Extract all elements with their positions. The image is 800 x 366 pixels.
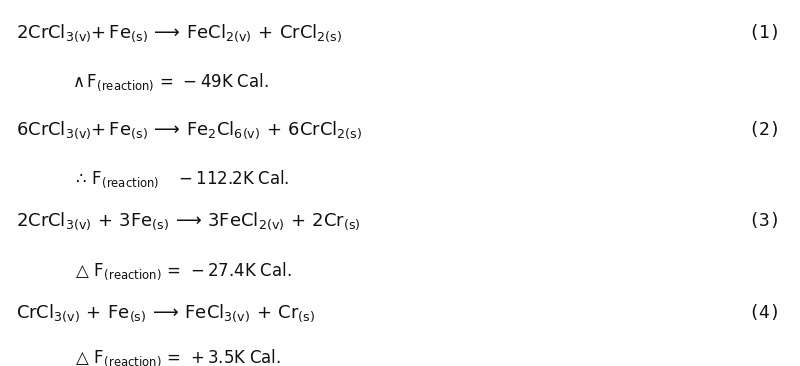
- Text: $\mathrm{\triangle\, F_{(reaction)}\,=\,-27.4K\;Cal.}$: $\mathrm{\triangle\, F_{(reaction)}\,=\,…: [72, 260, 291, 282]
- Text: $\mathrm{\therefore\, F_{(reaction)}\quad -112.2K\;Cal.}$: $\mathrm{\therefore\, F_{(reaction)}\qua…: [72, 168, 290, 190]
- Text: (1): (1): [748, 24, 781, 42]
- Text: $\mathrm{\triangle\, F_{(reaction)}\,=\,+3.5K\;Cal.}$: $\mathrm{\triangle\, F_{(reaction)}\,=\,…: [72, 348, 281, 366]
- Text: $\mathrm{2CrCl_{3(v)}\,+\,3Fe_{(s)}\,\longrightarrow\,3FeCl_{2(v)}\,+\,2Cr_{(s)}: $\mathrm{2CrCl_{3(v)}\,+\,3Fe_{(s)}\,\lo…: [16, 210, 361, 232]
- Text: (2): (2): [748, 121, 781, 139]
- Text: $\mathrm{6CrCl_{3(v)}{+}\,Fe_{(s)}\,\longrightarrow\,Fe_2Cl_{6(v)}\,+\,6CrCl_{2(: $\mathrm{6CrCl_{3(v)}{+}\,Fe_{(s)}\,\lon…: [16, 119, 362, 141]
- Text: (3): (3): [748, 212, 781, 231]
- Text: $\mathrm{2CrCl_{3(v)}{+}\,Fe_{(s)}\,\longrightarrow\,FeCl_{2(v)}\,+\,CrCl_{2(s)}: $\mathrm{2CrCl_{3(v)}{+}\,Fe_{(s)}\,\lon…: [16, 22, 342, 44]
- Text: $\mathrm{\wedge\, F_{(reaction)}\,=\,-49K\;Cal.}$: $\mathrm{\wedge\, F_{(reaction)}\,=\,-49…: [72, 71, 269, 93]
- Text: $\mathrm{CrCl_{3(v)}\,+\,Fe_{(s)}\,\longrightarrow\,FeCl_{3(v)}\,+\,Cr_{(s)}}$: $\mathrm{CrCl_{3(v)}\,+\,Fe_{(s)}\,\long…: [16, 302, 315, 324]
- Text: (4): (4): [748, 304, 781, 322]
